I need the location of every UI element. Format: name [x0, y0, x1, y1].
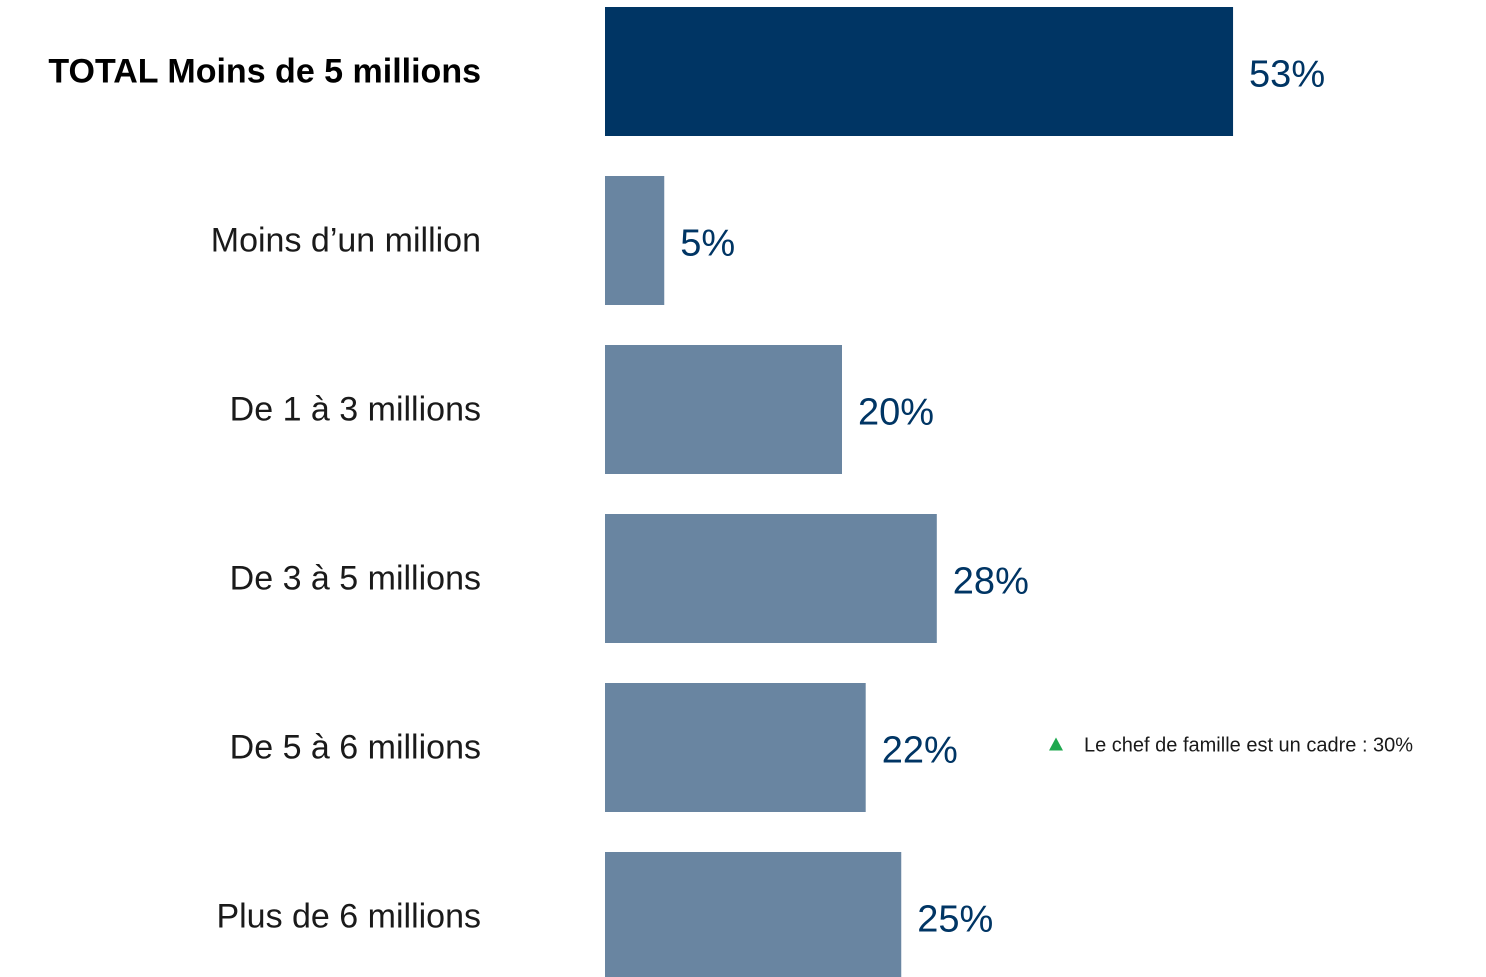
value-label: 53%	[1249, 54, 1325, 96]
value-label: 22%	[882, 730, 958, 772]
bar	[605, 683, 866, 812]
category-labels: TOTAL Moins de 5 millions Moins d’un mill…	[48, 53, 481, 936]
category-label: De 5 à 6 millions	[230, 729, 481, 767]
annotations: Le chef de famille est un cadre : 30%	[1049, 735, 1413, 757]
bars	[605, 7, 1234, 977]
value-label: 5%	[680, 223, 735, 265]
annotation-text: Le chef de famille est un cadre : 30%	[1084, 735, 1413, 757]
value-label: 25%	[917, 899, 993, 941]
category-label: Moins d’un million	[211, 222, 481, 260]
up-triangle-icon	[1049, 737, 1063, 751]
bar	[605, 852, 902, 977]
bar	[605, 514, 937, 643]
bar	[605, 345, 842, 474]
category-label: TOTAL Moins de 5 millions	[48, 53, 481, 91]
category-label: Plus de 6 millions	[216, 898, 481, 936]
category-label: De 1 à 3 millions	[230, 391, 481, 429]
value-label: 20%	[858, 392, 934, 434]
value-labels: 53% 5% 20% 28% 22% 25%	[680, 54, 1325, 941]
total-bar	[605, 7, 1234, 136]
category-label: De 3 à 5 millions	[230, 560, 481, 598]
bar	[605, 176, 665, 305]
value-label: 28%	[953, 561, 1029, 603]
